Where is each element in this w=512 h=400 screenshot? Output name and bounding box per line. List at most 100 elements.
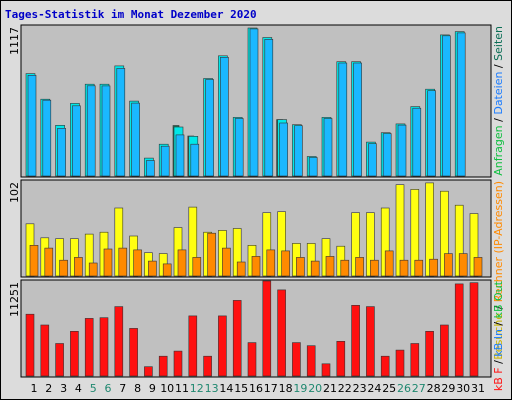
legend-kb-in: kB In <box>492 329 505 357</box>
bar-kb-f-day-31 <box>469 282 479 377</box>
bar-rechner-day-23 <box>355 257 364 277</box>
bar-rechner-day-20 <box>310 260 320 277</box>
x-tick-label-day-28: 28 <box>427 382 441 395</box>
bar-kb-f-day-14 <box>218 315 227 377</box>
legend-bottom-sep2: / <box>492 318 505 329</box>
bar-kb-f-day-28 <box>425 330 434 377</box>
bar-kb-f-day-13 <box>203 355 212 377</box>
bar-rechner-day-18 <box>281 250 290 277</box>
bar-dateien-day-5 <box>86 85 96 177</box>
x-tick-label-day-7: 7 <box>119 382 126 395</box>
bar-rechner-day-15 <box>236 261 246 277</box>
bar-rechner-day-22 <box>340 259 350 277</box>
x-tick-label-day-18: 18 <box>279 382 293 395</box>
bar-dateien-day-6 <box>101 85 111 177</box>
bar-rechner-day-27 <box>414 259 424 277</box>
bar-kb-f-day-2 <box>40 324 50 377</box>
x-tick-label-day-1: 1 <box>31 382 38 395</box>
bar-rechner-day-13 <box>207 232 216 277</box>
bar-kb-f-day-7 <box>114 306 124 377</box>
chart-bars <box>25 27 483 377</box>
bar-dateien-day-9 <box>146 160 155 177</box>
x-tick-label-day-10: 10 <box>160 382 174 395</box>
bar-dateien-day-21 <box>323 118 333 177</box>
bar-dateien-day-14 <box>220 56 229 177</box>
chart-title: Tages-Statistik im Monat Dezember 2020 <box>5 8 257 21</box>
legend-besuche: Besuche <box>492 313 505 360</box>
x-tick-label-day-25: 25 <box>382 382 396 395</box>
bar-kb-f-day-8 <box>129 328 138 377</box>
legend-anfragen: Anfragen <box>492 125 505 175</box>
x-tick-label-day-21: 21 <box>323 382 337 395</box>
bar-kb-f-day-26 <box>395 349 405 377</box>
legend-top-sep1: / <box>492 115 505 126</box>
legend-mid: Besuche / Rechner (IP-Adressen) <box>492 181 505 360</box>
bar-rechner-day-26 <box>399 259 409 277</box>
bar-kb-f-day-16 <box>247 342 257 377</box>
y-axis-label-mid: 102 <box>8 182 21 203</box>
bar-kb-f-day-9 <box>144 366 153 377</box>
bar-dateien-day-15 <box>234 118 244 177</box>
bar-kb-f-day-23 <box>351 304 360 377</box>
bar-rechner-day-12 <box>192 257 202 277</box>
bar-kb-f-day-19 <box>292 342 301 377</box>
bar-rechner-day-24 <box>370 259 379 277</box>
bar-dateien-day-20 <box>308 157 318 177</box>
x-tick-label-day-15: 15 <box>234 382 248 395</box>
bar-rechner-day-2 <box>44 247 54 277</box>
bar-dateien-day-7 <box>116 68 126 177</box>
bar-dateien-day-19 <box>294 125 303 177</box>
bar-dateien-day-18 <box>279 122 288 177</box>
bar-rechner-day-29 <box>444 253 453 277</box>
bar-rechner-day-31 <box>473 257 483 277</box>
bar-dateien-day-26 <box>397 124 407 177</box>
bar-kb-f-day-20 <box>306 345 316 377</box>
bar-rechner-day-14 <box>222 247 231 277</box>
bar-kb-f-day-3 <box>55 343 64 377</box>
bar-kb-f-day-4 <box>70 330 79 377</box>
bar-rechner-day-3 <box>59 259 68 277</box>
x-tick-label-day-22: 22 <box>338 382 352 395</box>
bar-rechner-day-9 <box>148 260 157 277</box>
x-tick-label-day-24: 24 <box>367 382 381 395</box>
bar-dateien-day-29 <box>442 35 451 177</box>
bar-kb-f-day-24 <box>366 306 375 377</box>
x-tick-label-day-14: 14 <box>219 382 233 395</box>
x-tick-label-day-19: 19 <box>293 382 307 395</box>
bar-dateien-day-11 <box>175 134 185 177</box>
legend-seiten: Seiten <box>492 26 505 61</box>
bar-rechner-day-4 <box>74 257 83 277</box>
x-tick-label-day-31: 31 <box>471 382 485 395</box>
bar-rechner-day-10 <box>162 263 172 277</box>
bar-kb-f-day-21 <box>321 363 331 377</box>
x-tick-label-day-23: 23 <box>353 382 367 395</box>
bar-kb-f-day-15 <box>232 300 242 377</box>
legend-kb-f: kB F <box>492 367 505 391</box>
bar-kb-f-day-10 <box>158 355 168 377</box>
legend-kb-out: kB Out <box>492 280 505 318</box>
x-tick-label-day-16: 16 <box>249 382 263 395</box>
bar-dateien-day-16 <box>249 28 259 177</box>
bar-rechner-day-25 <box>384 250 394 277</box>
x-tick-label-day-12: 12 <box>190 382 204 395</box>
bar-rechner-day-21 <box>325 256 335 277</box>
x-tick-label-day-8: 8 <box>134 382 141 395</box>
x-tick-label-day-5: 5 <box>90 382 97 395</box>
x-tick-label-day-3: 3 <box>60 382 67 395</box>
legend-bottom-sep1: / <box>492 357 505 368</box>
x-tick-label-day-4: 4 <box>75 382 82 395</box>
bar-kb-f-day-5 <box>84 318 94 377</box>
bar-rechner-day-6 <box>103 248 113 277</box>
legend-dateien: Dateien <box>492 72 505 115</box>
bar-dateien-day-23 <box>353 62 362 177</box>
bar-dateien-day-10 <box>160 145 170 177</box>
x-tick-label-day-2: 2 <box>45 382 52 395</box>
x-tick-label-day-30: 30 <box>456 382 470 395</box>
bar-rechner-day-1 <box>29 245 39 277</box>
bar-dateien-day-30 <box>456 32 466 177</box>
bar-dateien-day-2 <box>42 99 52 177</box>
bar-dateien-day-24 <box>368 143 377 177</box>
legend-bottom: kB F / kB In / kB Out <box>492 280 505 391</box>
x-tick-label-day-29: 29 <box>441 382 455 395</box>
